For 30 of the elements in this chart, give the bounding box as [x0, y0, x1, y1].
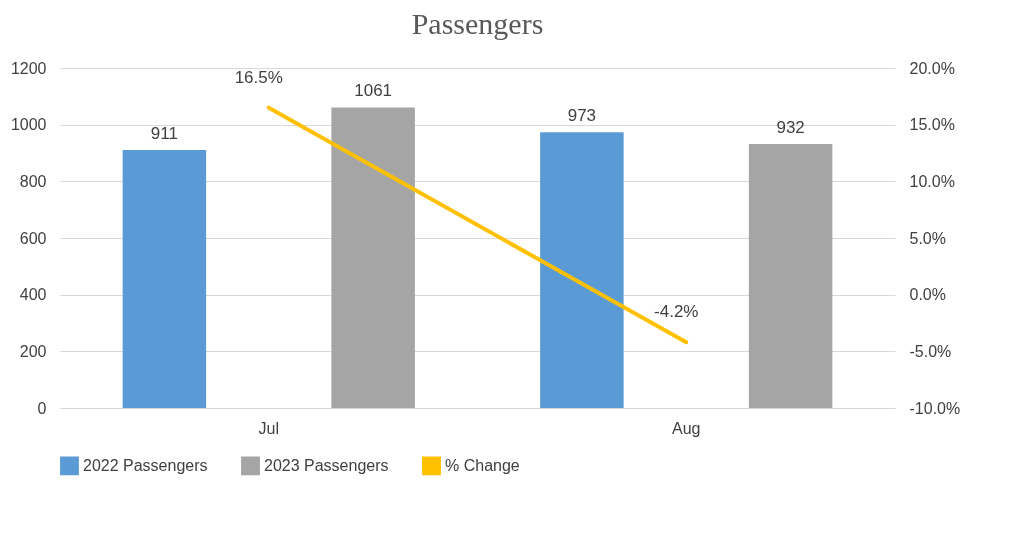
y-tick-label: 1000 [10, 116, 47, 134]
data-label: 16.5% [234, 67, 283, 87]
y2-tick-label: 5.0% [909, 229, 946, 247]
y-tick-label: 200 [19, 342, 47, 360]
legend-label: 2022 Passengers [83, 456, 208, 474]
data-label: -4.2% [654, 302, 699, 322]
bar [331, 107, 415, 408]
data-label: 932 [776, 117, 805, 137]
legend-label: % Change [445, 456, 520, 474]
y2-tick-label: 15.0% [909, 116, 955, 134]
data-label: 1061 [354, 81, 393, 101]
y-tick-label: 400 [19, 286, 47, 304]
data-label: 911 [150, 123, 178, 143]
chart-title: Passengers [411, 7, 544, 40]
x-tick-label: Jul [258, 419, 279, 437]
bar [540, 132, 624, 408]
y-tick-label: 600 [19, 229, 47, 247]
bar [122, 149, 207, 408]
legend-label: 2023 Passengers [264, 456, 389, 474]
bar [748, 143, 833, 408]
y-tick-label: 1200 [10, 59, 47, 77]
y2-tick-label: 10.0% [909, 172, 955, 190]
y2-tick-label: -5.0% [909, 342, 952, 360]
y2-tick-label: -10.0% [909, 399, 961, 417]
y2-tick-label: 0.0% [909, 286, 946, 304]
x-tick-label: Aug [672, 419, 701, 437]
data-label: 973 [567, 106, 597, 126]
y-tick-label: 800 [19, 172, 47, 190]
y-tick-label: 0 [37, 399, 47, 417]
y2-tick-label: 20.0% [909, 59, 955, 77]
